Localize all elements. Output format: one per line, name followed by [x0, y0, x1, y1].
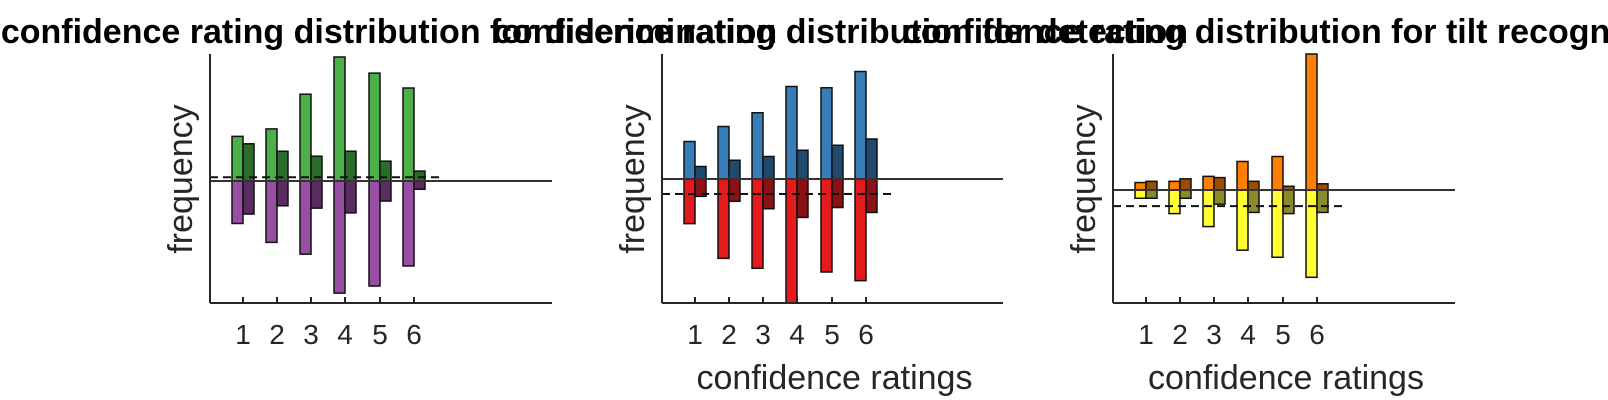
upper-bar-s1-2 — [1168, 180, 1181, 191]
lower-bar-s1-3 — [1202, 189, 1215, 228]
upper-bar-s2-2 — [728, 159, 741, 180]
x-tick-label-5: 5 — [824, 319, 840, 350]
lower-bar-s1-6 — [402, 180, 415, 267]
y-axis-label: frequency — [162, 104, 200, 253]
x-tick-label-3: 3 — [755, 319, 771, 350]
x-axis-label: confidence ratings — [697, 359, 973, 397]
upper-bar-s2-5 — [831, 144, 844, 180]
lower-bar-s1-2 — [717, 178, 730, 260]
chart-panel-3: 1 2 3 4 5 6 frequency confidence ratings — [1065, 53, 1455, 397]
x-tick-label-2: 2 — [1172, 319, 1188, 350]
x-tick-label-5: 5 — [372, 319, 388, 350]
upper-bar-s2-3 — [1213, 176, 1226, 191]
lower-bar-s2-4 — [796, 178, 809, 219]
lower-bar-s1-3 — [751, 178, 764, 270]
x-tick-label-4: 4 — [1240, 319, 1256, 350]
upper-bar-s1-1 — [683, 140, 696, 180]
lower-bar-s1-1 — [1134, 189, 1147, 200]
lower-bar-s1-5 — [1271, 189, 1284, 259]
upper-bar-s1-2 — [717, 125, 730, 180]
lower-bar-s1-4 — [333, 180, 346, 294]
lower-bar-s2-6 — [865, 178, 878, 214]
x-tick-label-6: 6 — [858, 319, 874, 350]
upper-bar-s1-1 — [1134, 181, 1147, 191]
upper-bar-s1-4 — [785, 85, 798, 180]
upper-bar-s2-4 — [1247, 180, 1260, 191]
x-tick-label-1: 1 — [687, 319, 703, 350]
lower-bar-s2-2 — [276, 180, 289, 207]
chart-panel-2: 1 2 3 4 5 6 frequency confidence ratings — [614, 54, 1003, 397]
x-tick-label-1: 1 — [235, 319, 251, 350]
lower-bar-s2-1 — [1145, 189, 1158, 200]
lower-bar-s2-4 — [344, 180, 357, 214]
upper-bar-s1-4 — [1236, 160, 1249, 191]
lower-bar-s1-1 — [231, 180, 244, 225]
lower-bar-s2-5 — [379, 180, 392, 202]
lower-bar-s2-2 — [728, 178, 741, 203]
lower-bar-s1-4 — [785, 178, 798, 304]
upper-bar-s2-2 — [1179, 178, 1192, 191]
x-axis-label: confidence ratings — [1148, 359, 1424, 397]
upper-bar-s1-6 — [402, 87, 415, 182]
lower-bar-s1-5 — [368, 180, 381, 287]
lower-bar-s1-2 — [1168, 189, 1181, 215]
lower-bar-s1-2 — [265, 180, 278, 244]
upper-bar-s2-6 — [413, 170, 426, 182]
lower-bar-s2-5 — [1282, 189, 1295, 215]
x-tick-label-6: 6 — [1309, 319, 1325, 350]
lower-bar-s2-3 — [1213, 189, 1226, 205]
lower-bar-s1-3 — [299, 180, 312, 255]
upper-bar-s1-5 — [368, 72, 381, 182]
y-axis-label: frequency — [1065, 104, 1103, 253]
x-tick-label-1: 1 — [1138, 319, 1154, 350]
lower-bar-s2-4 — [1247, 189, 1260, 214]
x-tick-label-3: 3 — [303, 319, 319, 350]
x-tick-label-5: 5 — [1275, 319, 1291, 350]
lower-bar-s1-4 — [1236, 189, 1249, 251]
upper-bar-s1-6 — [1305, 53, 1318, 191]
upper-bar-s2-3 — [762, 155, 775, 180]
lower-bar-s1-5 — [820, 178, 833, 273]
upper-bar-s2-1 — [242, 143, 255, 182]
upper-bar-s1-5 — [1271, 155, 1284, 191]
upper-bar-s1-3 — [1202, 175, 1215, 191]
lower-bar-s2-3 — [310, 180, 323, 209]
x-tick-label-2: 2 — [269, 319, 285, 350]
lower-bar-s1-1 — [683, 178, 696, 225]
upper-bar-s1-3 — [299, 93, 312, 182]
upper-bar-s2-1 — [1145, 180, 1158, 191]
upper-bar-s1-1 — [231, 135, 244, 182]
lower-bar-s2-6 — [413, 180, 426, 191]
chart-panel-1: 1 2 3 4 5 6 frequency — [162, 54, 552, 350]
x-tick-label-2: 2 — [721, 319, 737, 350]
upper-bar-s2-4 — [796, 149, 809, 180]
x-tick-label-4: 4 — [337, 319, 353, 350]
lower-bar-s2-6 — [1316, 189, 1329, 214]
x-tick-label-3: 3 — [1206, 319, 1222, 350]
y-axis-label: frequency — [614, 104, 652, 253]
upper-bar-s1-2 — [265, 128, 278, 182]
upper-bar-s2-6 — [865, 138, 878, 180]
x-tick-label-6: 6 — [406, 319, 422, 350]
upper-bar-s2-1 — [694, 165, 707, 180]
upper-bar-s1-3 — [751, 112, 764, 180]
lower-bar-s2-1 — [242, 180, 255, 215]
upper-bar-s1-4 — [333, 56, 346, 182]
lower-bar-s2-2 — [1179, 189, 1192, 200]
lower-bar-s1-6 — [1305, 189, 1318, 279]
chart-title-1: confidence rating distribution for discr… — [1, 13, 777, 51]
upper-bar-s1-5 — [820, 87, 833, 180]
chart-title-3: confidence rating distribution for tilt … — [902, 13, 1608, 51]
x-tick-label-4: 4 — [789, 319, 805, 350]
chart-title-2: confidence rating distribution for detec… — [493, 13, 1188, 51]
upper-bar-s1-6 — [854, 70, 867, 180]
